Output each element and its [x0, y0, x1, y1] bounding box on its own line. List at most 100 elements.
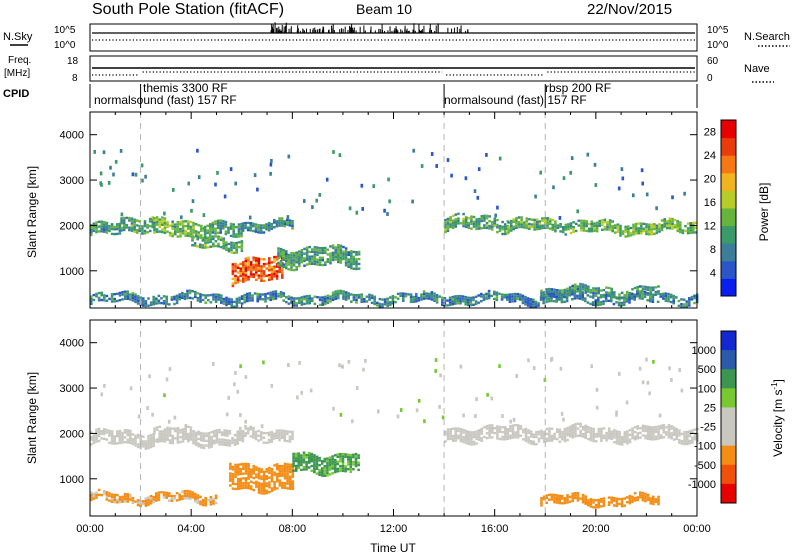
- range-time-cell: [568, 500, 572, 503]
- range-time-cell: [162, 496, 166, 499]
- range-time-cell: [257, 491, 261, 494]
- range-time-cell: [300, 249, 304, 252]
- range-time-cell: [615, 502, 619, 505]
- range-time-cell: [179, 428, 182, 432]
- range-time-cell: [542, 294, 545, 298]
- range-time-cell: [165, 491, 168, 495]
- range-time-cell: [199, 500, 202, 503]
- range-time-cell: [619, 231, 622, 235]
- range-time-cell: [433, 297, 436, 300]
- range-time-cell: [287, 263, 291, 266]
- range-time-cell: [649, 497, 652, 500]
- range-time-cell: [590, 225, 594, 228]
- range-time-cell: [650, 228, 653, 231]
- colorbar-swatch: [721, 225, 736, 244]
- range-time-cell: [527, 441, 530, 444]
- range-time-cell: [179, 436, 182, 439]
- range-time-cell: [153, 231, 156, 234]
- range-time-cell: [108, 494, 111, 498]
- colorbar-tick-label: -1000: [688, 479, 716, 491]
- range-time-cell: [280, 429, 284, 432]
- range-time-cell: [300, 251, 304, 254]
- colorbar-swatch: [721, 120, 736, 139]
- range-time-cell: [589, 288, 593, 292]
- range-time-cell: [628, 292, 632, 295]
- range-time-cell: [252, 222, 255, 225]
- range-time-cell: [280, 219, 284, 222]
- range-time-cell: [506, 432, 510, 436]
- range-time-cell: [608, 221, 612, 224]
- range-time-cell: [584, 297, 587, 300]
- range-time-cell: [641, 287, 645, 291]
- range-time-cell: [581, 433, 585, 436]
- range-time-cell: [279, 264, 283, 268]
- range-time-cell: [672, 426, 676, 429]
- range-time-cell: [141, 227, 144, 230]
- colorbar-frame: [720, 119, 737, 297]
- range-time-cell: [270, 261, 274, 264]
- range-time-cell: [108, 297, 111, 301]
- range-time-cell: [483, 435, 486, 439]
- range-time-cell: [173, 497, 176, 500]
- range-time-cell: [344, 264, 348, 267]
- range-time-cell: [355, 265, 358, 268]
- range-time-cell: [585, 229, 588, 233]
- range-time-cell: [615, 497, 619, 500]
- range-time-cell: [662, 428, 666, 432]
- range-time-cell: [158, 425, 161, 428]
- range-time-cell: [535, 225, 539, 228]
- range-time-cell: [678, 441, 681, 444]
- range-time-cell: [355, 263, 358, 266]
- range-time-cell: [506, 293, 509, 297]
- range-time-cell: [123, 429, 127, 432]
- freq-tick-bottom: 8: [72, 73, 78, 84]
- range-time-cell: [181, 229, 185, 233]
- range-time-cell: [457, 217, 460, 220]
- range-time-cell: [673, 218, 677, 222]
- range-time-cell: [644, 429, 647, 433]
- range-time-cell: [244, 221, 247, 225]
- range-time-cell: [647, 228, 651, 231]
- range-time-cell: [270, 268, 274, 271]
- range-time-cell: [688, 301, 691, 305]
- range-time-cell: [200, 443, 203, 447]
- range-time-cell: [270, 470, 274, 473]
- range-time-cell: [636, 290, 639, 293]
- range-time-cell: [128, 226, 131, 229]
- range-time-cell: [118, 229, 122, 233]
- range-time-cell: [666, 224, 669, 227]
- range-time-cell: [279, 293, 283, 296]
- range-time-cell: [666, 227, 669, 230]
- range-time-cell: [224, 220, 228, 224]
- range-time-cell: [305, 248, 309, 252]
- range-time-cell: [305, 297, 309, 300]
- range-time-cell: [529, 298, 532, 301]
- range-time-cell: [137, 414, 141, 419]
- range-time-cell: [224, 230, 228, 233]
- range-time-cell: [108, 432, 111, 435]
- range-time-cell: [658, 225, 661, 228]
- range-time-cell: [136, 436, 140, 439]
- range-time-cell: [485, 153, 488, 157]
- range-time-cell: [614, 224, 617, 227]
- range-time-cell: [565, 295, 569, 298]
- range-time-cell: [176, 439, 180, 442]
- range-time-cell: [158, 220, 161, 224]
- range-time-cell: [558, 293, 561, 296]
- range-time-cell: [192, 442, 195, 445]
- range-time-cell: [255, 269, 258, 272]
- range-time-cell: [194, 497, 197, 500]
- range-time-cell: [165, 377, 169, 382]
- range-time-cell: [143, 222, 147, 225]
- range-time-cell: [214, 244, 218, 248]
- range-time-cell: [548, 217, 552, 221]
- range-time-cell: [97, 493, 101, 496]
- range-time-cell: [262, 226, 266, 229]
- range-time-cell: [244, 481, 248, 485]
- range-time-cell: [167, 419, 171, 424]
- range-time-cell: [509, 229, 513, 232]
- range-time-cell: [574, 423, 577, 426]
- range-time-cell: [161, 230, 164, 234]
- range-time-cell: [248, 215, 252, 220]
- range-time-cell: [253, 173, 257, 178]
